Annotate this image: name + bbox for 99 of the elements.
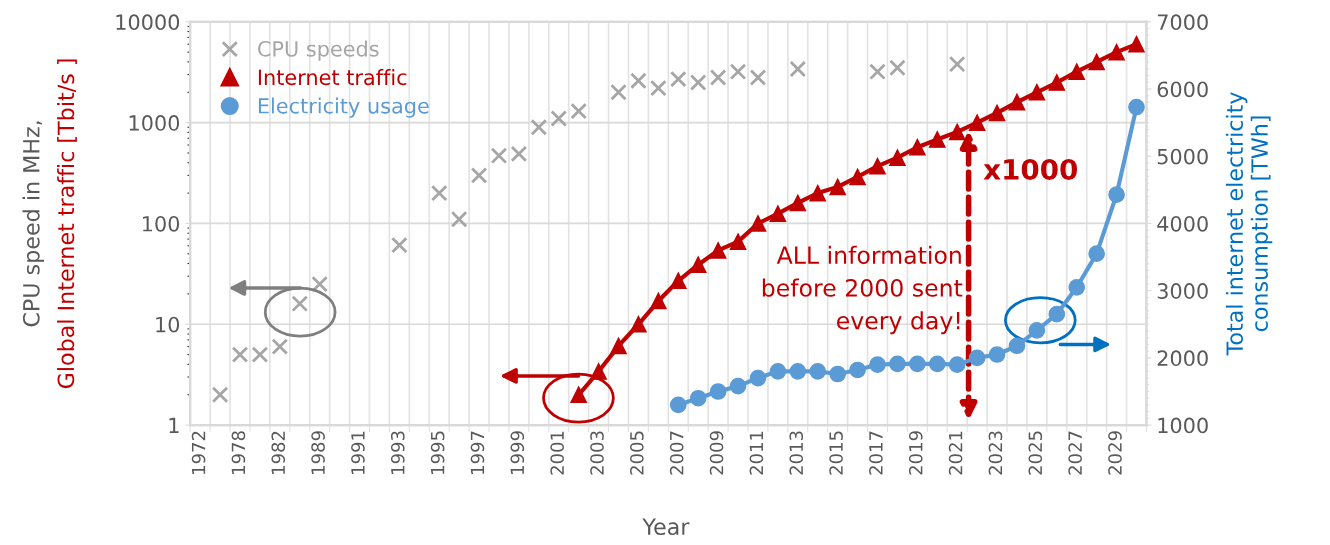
point <box>689 74 707 91</box>
y2-axis-title: Total internet electricity consumption [TWh] <box>1225 92 1273 356</box>
point <box>1008 93 1026 111</box>
point <box>650 79 667 97</box>
x-tick-label: 2019 <box>908 431 923 475</box>
point <box>530 118 548 136</box>
point <box>450 210 468 228</box>
x-tick-label: 2007 <box>669 431 684 475</box>
point <box>869 63 886 81</box>
point <box>749 215 767 232</box>
point <box>948 123 966 141</box>
x-tick-label: 1972 <box>191 431 206 474</box>
legend-label: Electricity usage <box>258 97 429 118</box>
x-tick-label: 2015 <box>829 431 843 475</box>
point <box>1068 63 1086 81</box>
point <box>1128 35 1145 53</box>
y2-tick-label: 2000 <box>1157 350 1208 367</box>
y-axis-title: CPU speed in MHz, Global Internet traffic [Tbit/s ] <box>22 59 77 389</box>
point <box>928 131 946 148</box>
x-tick-label: 2023 <box>988 431 1003 475</box>
annotation: ALL information before 2000 sent every day! <box>762 245 963 335</box>
x-tick-label: 1995 <box>430 431 445 474</box>
x-tick-label: 1993 <box>390 431 405 474</box>
point <box>909 138 926 156</box>
x-tick-label: 1999 <box>510 431 525 474</box>
x-axis-title: Year <box>642 518 690 536</box>
point <box>610 337 627 355</box>
point <box>650 292 667 310</box>
point <box>729 233 747 250</box>
point <box>610 83 627 101</box>
point <box>769 205 787 223</box>
point <box>889 59 906 77</box>
point <box>729 63 747 81</box>
x-tick-label: 2011 <box>749 431 764 475</box>
y2-tick-label: 6000 <box>1157 81 1208 98</box>
point <box>849 168 866 186</box>
point <box>689 256 707 274</box>
y2-tick-label: 1000 <box>1158 417 1208 434</box>
x-tick-label: 2017 <box>869 431 883 475</box>
y-tick-label: 1000 <box>129 115 180 131</box>
y-tick-label: 1 <box>169 417 179 434</box>
point <box>570 386 588 404</box>
x-tick-label: 1997 <box>470 431 485 474</box>
y-tick-label: 10000 <box>116 14 180 31</box>
point <box>968 114 986 131</box>
point <box>291 295 309 313</box>
x-tick-label: 2025 <box>1028 431 1043 475</box>
x-tick-label: 2029 <box>1108 431 1122 475</box>
point <box>789 60 807 78</box>
point <box>430 184 448 202</box>
annotation: x1000 <box>983 158 1078 180</box>
y-tick-label: 100 <box>142 215 180 232</box>
x-tick-label: 2021 <box>948 431 963 475</box>
point <box>809 184 827 202</box>
point <box>789 194 807 212</box>
y2-tick-label: 7000 <box>1157 14 1208 31</box>
point <box>231 346 249 363</box>
x-tick-label: 2009 <box>709 431 724 475</box>
x-tick-label: 2027 <box>1068 431 1082 475</box>
point <box>271 338 289 355</box>
point <box>311 275 329 293</box>
point <box>749 69 767 86</box>
x-tick-label: 2003 <box>590 431 604 475</box>
x-tick-label: 2001 <box>550 431 564 475</box>
y2-tick-label: 3000 <box>1157 283 1208 299</box>
point <box>570 102 588 120</box>
y2-tick-label: 4000 <box>1157 215 1208 232</box>
x-tick-label: 2005 <box>630 431 644 475</box>
y2-tick-label: 5000 <box>1157 148 1208 165</box>
point <box>391 236 408 254</box>
point <box>709 242 727 259</box>
y-tick-label: 10 <box>156 316 180 333</box>
point <box>630 315 647 333</box>
point <box>550 110 568 127</box>
point <box>669 70 687 88</box>
point <box>630 72 647 90</box>
x-tick-label: 2013 <box>789 431 804 475</box>
point <box>211 386 229 404</box>
point <box>490 147 508 165</box>
x-tick-label: 1989 <box>311 431 325 474</box>
point <box>1048 74 1066 91</box>
point <box>251 346 269 363</box>
point <box>869 157 886 175</box>
point <box>988 104 1006 122</box>
point <box>948 55 966 73</box>
x-tick-label: 1991 <box>351 431 365 474</box>
point <box>1108 43 1125 61</box>
point <box>889 149 906 166</box>
x-tick-label: 1982 <box>271 431 286 474</box>
point <box>1088 53 1105 71</box>
point <box>709 69 727 86</box>
point <box>1028 83 1046 101</box>
point <box>829 178 846 196</box>
point <box>669 272 687 290</box>
x-tick-label: 1978 <box>231 431 246 474</box>
legend-label: Internet traffic <box>258 69 407 86</box>
point <box>510 145 528 163</box>
point <box>470 167 488 184</box>
legend-label: CPU speeds <box>258 40 379 61</box>
